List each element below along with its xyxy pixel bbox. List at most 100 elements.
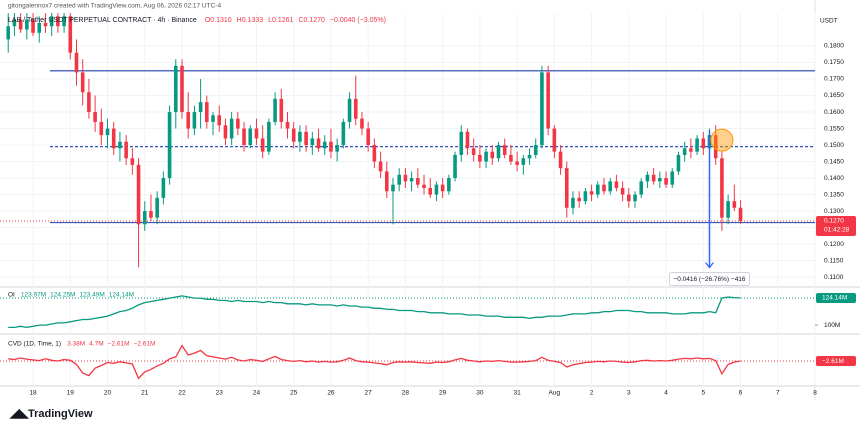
y-tick-label: 0.1200 — [824, 241, 844, 248]
candle-body — [676, 154, 681, 172]
candle-body — [68, 16, 73, 53]
candle-body — [180, 65, 184, 113]
y-tick-label: 0.1400 — [824, 175, 844, 182]
watermark: gitongalennox7 created with TradingView.… — [8, 3, 221, 10]
candle-body — [130, 158, 135, 165]
candle-body — [645, 174, 650, 182]
candle-body — [49, 16, 54, 27]
candle-body — [25, 19, 29, 30]
last-price-label: 0.1270 — [824, 218, 844, 225]
highlight — [710, 128, 734, 152]
cvd-line — [8, 344, 741, 380]
candle-body — [682, 148, 687, 155]
candle-body — [62, 16, 66, 27]
candle-body — [273, 98, 277, 122]
candle-body — [403, 174, 408, 182]
candle-body — [726, 201, 730, 218]
cvd-name: CVD (1D, Time, 1) — [8, 341, 61, 348]
candle-body — [43, 22, 48, 27]
brand: TradingView — [28, 408, 93, 420]
y-tick-label: 100M — [824, 322, 840, 329]
candle-body — [658, 178, 662, 182]
candle-body — [291, 128, 296, 142]
candle-body — [93, 112, 97, 122]
candle-body — [651, 174, 656, 182]
candle-body — [372, 145, 377, 162]
symbol: LAB / Tether USDT PERPETUAL CONTRACT · 4… — [8, 17, 197, 24]
cvd-last-label: −2.61M — [822, 358, 844, 365]
candle-body — [471, 148, 476, 155]
candle-body — [558, 151, 563, 169]
ohlc-value: L0.1261 — [268, 17, 293, 24]
candle-body — [453, 154, 457, 179]
candle-body — [142, 211, 147, 225]
candle-body — [434, 184, 439, 195]
y-tick-label: 0.1550 — [824, 125, 844, 132]
candle-body — [416, 178, 420, 185]
candle-body — [478, 154, 482, 162]
x-tick-label: Aug — [549, 390, 561, 397]
candle-body — [496, 145, 501, 159]
candle-body — [490, 151, 495, 159]
candle-body — [322, 141, 327, 149]
measure-arrowhead — [705, 262, 714, 269]
x-tick-label: 31 — [513, 390, 521, 397]
oi-header-value: 124.25M — [50, 292, 75, 299]
y-tick-label: 0.1650 — [824, 92, 844, 99]
oi-last-tag — [816, 292, 856, 303]
y-tick-label: 0.1750 — [824, 59, 844, 66]
candle-body — [80, 72, 85, 93]
y-tick-label: 0.1350 — [824, 191, 844, 198]
candle-body — [695, 138, 699, 152]
x-tick-label: 28 — [402, 390, 410, 397]
last-price-tag — [816, 215, 856, 236]
x-tick-label: 6 — [739, 390, 743, 397]
oi-line — [8, 295, 741, 329]
ohlc-value: H0.1333 — [237, 17, 264, 24]
candle-body — [571, 197, 575, 208]
candle-body — [198, 102, 203, 113]
candle-body — [236, 118, 240, 129]
x-tick-label: 23 — [216, 390, 224, 397]
candle-body — [465, 131, 470, 149]
candle-body — [18, 19, 23, 30]
cvd-header-value: 4.7M — [89, 341, 103, 348]
candle-body — [540, 72, 544, 146]
candle-body — [564, 168, 569, 208]
x-tick-label: 22 — [178, 390, 186, 397]
candle-body — [285, 121, 290, 129]
candle-body — [37, 22, 42, 33]
currency-label: USDT — [820, 18, 838, 25]
candle-body — [124, 141, 128, 159]
candle-body — [422, 184, 426, 188]
candle-body — [366, 128, 370, 146]
candle-body — [720, 158, 724, 218]
candle-body — [205, 102, 209, 122]
candle-body — [105, 128, 110, 136]
candle-body — [6, 26, 11, 40]
candle-body — [583, 191, 588, 202]
ohlc-value: O0.1310 — [205, 17, 232, 24]
candle-body — [248, 128, 253, 146]
candle-body — [378, 161, 383, 172]
y-tick-label: 0.1600 — [824, 109, 844, 116]
candle-body — [347, 98, 352, 122]
x-tick-label: 25 — [290, 390, 298, 397]
candle-body — [279, 98, 284, 122]
candle-body — [732, 201, 737, 208]
candle-body — [173, 65, 178, 113]
x-tick-label: 4 — [664, 390, 668, 397]
candle-body — [384, 171, 389, 192]
candle-body — [149, 211, 153, 218]
y-tick-label: 0.1100 — [824, 274, 844, 281]
candle-body — [310, 138, 315, 146]
candle-body — [167, 112, 172, 179]
candle-body — [260, 138, 265, 152]
candle-body — [527, 154, 532, 159]
measure-label-box — [668, 272, 750, 287]
x-tick-label: 2 — [590, 390, 594, 397]
candle-body — [341, 121, 346, 146]
candle-body — [670, 171, 675, 185]
candle-body — [223, 125, 228, 139]
